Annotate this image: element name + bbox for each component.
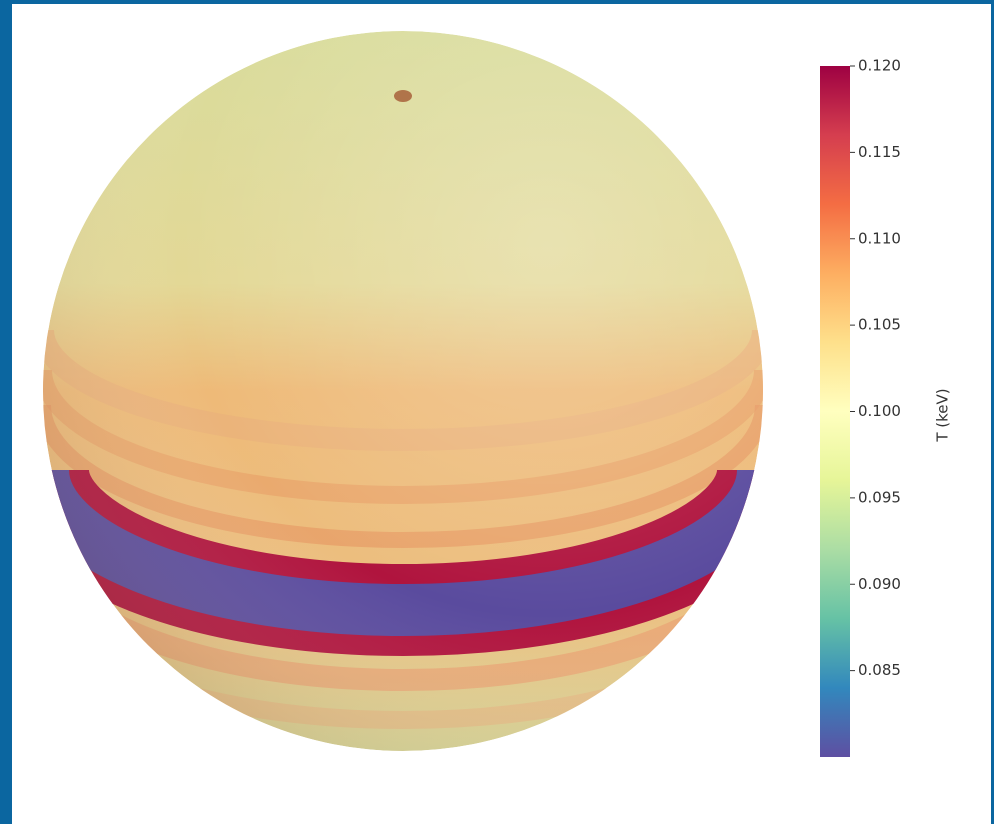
tick-label: 0.115 bbox=[858, 143, 901, 161]
tick-label: 0.105 bbox=[858, 316, 901, 334]
tick-label: 0.085 bbox=[858, 661, 901, 679]
tick-label: 0.110 bbox=[858, 229, 901, 247]
frame-left bbox=[0, 0, 12, 824]
tick-label: 0.100 bbox=[858, 402, 901, 420]
sphere bbox=[43, 31, 763, 751]
tick-label: 0.120 bbox=[858, 57, 901, 75]
frame-top bbox=[0, 0, 994, 4]
frame-right bbox=[991, 0, 994, 824]
tick-label: 0.090 bbox=[858, 575, 901, 593]
tick-label: 0.095 bbox=[858, 488, 901, 506]
colorbar-label: T (keV) bbox=[934, 388, 952, 442]
colorbar bbox=[820, 66, 850, 757]
